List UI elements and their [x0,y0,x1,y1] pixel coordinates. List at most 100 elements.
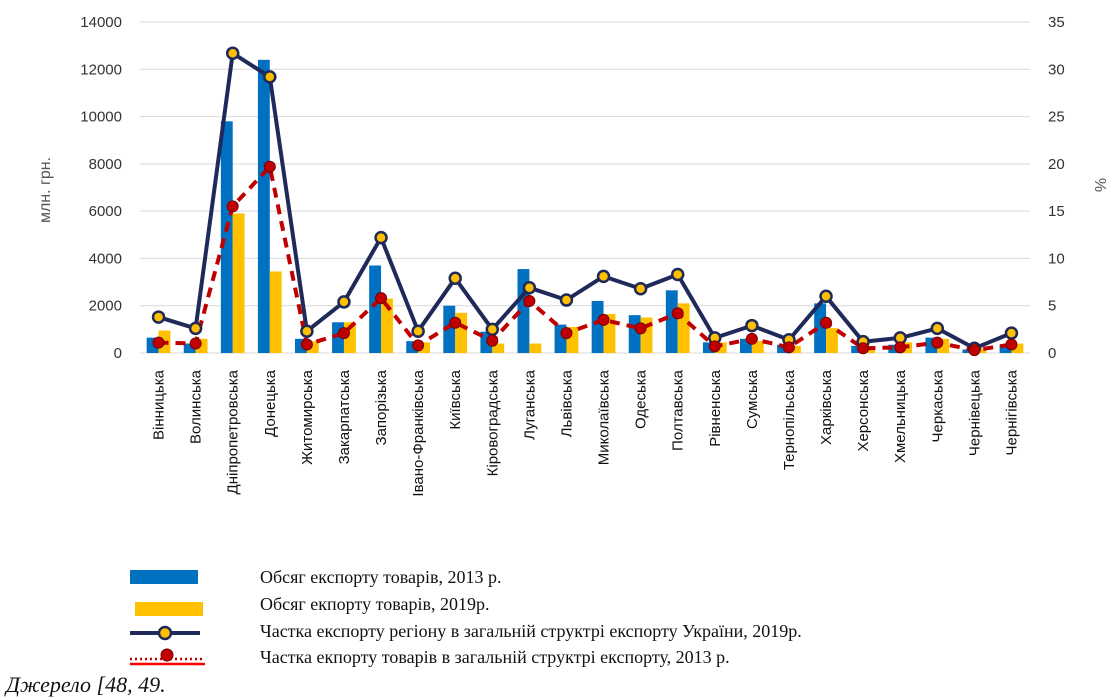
point-share-2013 [523,294,536,307]
x-category-label: Львівська [558,369,575,437]
x-category-label: Херсонська [855,369,872,451]
point-share-2013 [189,337,202,350]
point-share-2013 [449,316,462,329]
bar-2013 [257,59,270,353]
point-share-2013 [671,307,684,320]
bar-2013 [443,305,456,353]
point-share-2019 [670,267,685,282]
x-category-label: Донецька [262,369,279,437]
bar-2013 [554,324,567,353]
x-category-label: Житомирська [299,369,316,465]
point-share-2013 [152,336,165,349]
x-category-label: Луганська [521,369,538,439]
point-share-2019 [263,70,277,84]
point-share-2013 [634,322,647,335]
legend-label-2: Обсяг екпорту товарів, 2019р. [260,594,489,614]
x-category-label: Чернівецька [966,369,983,456]
y-left-tick-labels: 0 2000 4000 6000 8000 10000 12000 14000 [80,14,122,362]
bar-2019 [566,326,579,353]
bar-2013 [888,344,901,353]
bar-2019 [418,342,430,353]
point-share-2013 [968,344,981,357]
bar-2019 [343,322,356,353]
bar-2013 [517,269,530,353]
bar-2013 [628,315,641,353]
x-category-label: Рівненська [707,369,724,446]
point-share-2013 [412,339,425,352]
bar-2019 [937,338,950,353]
legend: Обсяг експорту товарів, 2013 р. Обсяг ек… [130,567,802,667]
point-share-2019 [225,46,240,60]
x-category-label: Одеська [633,369,650,429]
bar-2019 [455,312,468,353]
bar-2013 [146,337,159,353]
x-category-label: Кіровоградська [484,369,501,476]
x-category-labels: Вінницька Волинська Дніпропетровська Донець… [151,369,1021,496]
y-left-tick-label: 8000 [89,156,122,173]
legend-swatch-2013-bar [130,570,198,584]
point-share-2019 [522,280,537,295]
legend-swatch-2019-bar [135,602,203,616]
x-category-label: Чернігівська [1003,369,1020,455]
point-share-2013 [1005,338,1018,351]
y-right-tick-label: 0 [1048,345,1056,362]
y-left-tick-label: 12000 [80,61,122,78]
point-share-2013 [597,313,610,326]
bar-2019 [306,341,319,353]
y-left-tick-label: 14000 [80,14,122,31]
point-share-2013 [782,341,795,354]
y-right-axis-title: % [1091,178,1108,192]
point-share-2013 [226,200,239,213]
x-category-label: Миколаївська [596,369,613,465]
point-share-2013 [931,336,944,349]
point-share-2013 [300,338,313,351]
bar-2013 [814,303,827,353]
bar-2019 [269,271,282,353]
point-share-2019 [374,230,388,245]
legend-label-3: Частка експорту регіону в загальній стру… [260,621,802,641]
bar-2013 [665,290,678,353]
y-right-tick-label: 20 [1048,156,1065,173]
bar-2019 [751,341,764,353]
bar-2013 [183,343,196,353]
y-right-tick-label: 25 [1048,109,1065,126]
legend-marker-2013-line [160,648,174,662]
point-share-2013 [375,292,388,305]
x-category-label: Черкаська [929,369,946,442]
point-share-2019 [337,295,351,309]
point-share-2013 [820,316,833,329]
legend-label-1: Обсяг експорту товарів, 2013 р. [260,567,502,587]
y-right-tick-label: 35 [1048,14,1065,31]
point-share-2019 [559,293,574,307]
bar-2013 [591,300,604,353]
legend-marker-2019-line [157,625,173,641]
bar-2019 [381,298,393,353]
y-right-tick-label: 15 [1048,203,1065,220]
point-share-2019 [151,310,166,324]
source-note: Джерело [48, 49. [4,672,166,697]
x-category-label: Дніпропетровська [225,369,242,494]
bar-2013 [925,337,938,353]
y-right-tick-label: 10 [1048,250,1065,267]
y-right-tick-labels: 0 5 10 15 20 25 30 35 [1048,14,1065,362]
y-left-tick-label: 6000 [89,203,122,220]
x-category-label: Сумська [744,369,761,429]
bar-2013 [999,344,1012,353]
bar-2019 [826,328,838,353]
bar-2019 [677,303,690,353]
point-share-2013 [263,160,276,173]
bar-2019 [232,213,245,353]
line-share-2019 [157,51,1013,351]
bar-2019 [492,343,505,353]
x-category-label: Закарпатська [336,369,353,464]
point-share-2013 [857,342,870,355]
x-category-label: Івано-Франківська [410,369,427,496]
point-share-2019 [819,289,833,304]
point-share-2019 [1004,326,1019,340]
y-left-tick-label: 0 [114,345,122,362]
point-share-2013 [745,332,758,345]
point-share-2013 [486,334,499,347]
bar-2013 [332,322,344,353]
bar-2013 [851,345,864,353]
